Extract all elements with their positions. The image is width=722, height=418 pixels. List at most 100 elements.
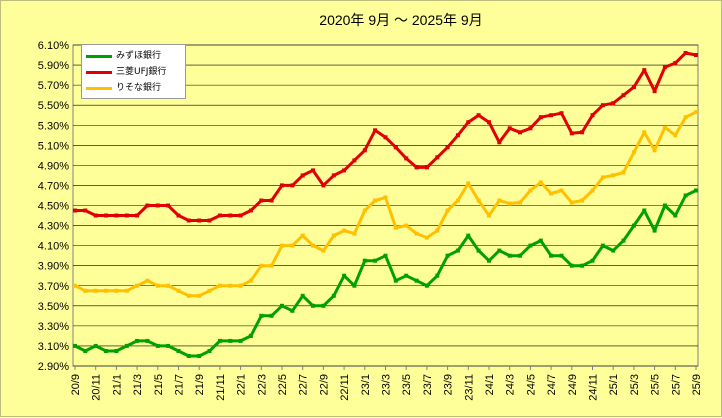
data-point: [673, 213, 678, 218]
data-point: [642, 130, 647, 135]
legend-label-resona: りそな銀行: [116, 83, 162, 93]
data-point: [694, 188, 698, 193]
data-point: [217, 338, 222, 343]
data-point: [590, 188, 595, 193]
data-point: [124, 343, 129, 348]
data-point: [652, 228, 657, 233]
data-point: [631, 223, 636, 228]
data-point: [507, 126, 512, 131]
x-tick-label: 22/3: [256, 374, 268, 395]
data-point: [352, 231, 357, 236]
data-point: [466, 233, 471, 238]
data-point: [238, 213, 243, 218]
data-point: [528, 126, 533, 131]
data-point: [435, 155, 440, 160]
data-point: [445, 208, 450, 213]
x-tick-label: 22/11: [339, 374, 351, 401]
data-point: [404, 273, 409, 278]
data-point: [373, 128, 378, 133]
series-lines: [73, 51, 698, 358]
data-point: [652, 89, 657, 94]
data-point: [176, 288, 181, 293]
x-axis-ticks: 20/9 20/11 21/1 21/3 21/5 21/7 21/9 21/11 22/1 22…: [70, 366, 703, 401]
data-point: [228, 338, 233, 343]
x-tick-label: 25/3: [629, 374, 641, 395]
x-tick-label: 25/9: [691, 374, 703, 395]
data-point: [580, 130, 585, 135]
data-point: [393, 145, 398, 150]
data-point: [487, 213, 491, 218]
data-point: [290, 243, 295, 248]
data-point: [694, 110, 698, 115]
data-point: [207, 349, 212, 353]
data-point: [186, 354, 191, 358]
data-point: [145, 203, 150, 208]
data-point: [259, 263, 264, 268]
data-point: [104, 213, 108, 218]
data-point: [114, 213, 119, 218]
data-point: [248, 278, 253, 283]
data-point: [455, 198, 460, 203]
data-point: [538, 180, 543, 185]
x-tick-label: 22/7: [298, 374, 310, 395]
data-point: [497, 248, 502, 253]
data-point: [155, 343, 160, 348]
data-point: [642, 68, 647, 73]
data-point: [83, 349, 88, 353]
data-point: [383, 195, 388, 200]
data-point: [538, 238, 543, 243]
data-point: [393, 225, 398, 230]
x-tick-label: 24/3: [505, 374, 517, 395]
data-point: [580, 198, 585, 203]
y-tick-label: 3.50%: [38, 301, 69, 313]
data-point: [311, 168, 315, 173]
data-point: [321, 303, 326, 308]
data-point: [580, 263, 585, 268]
series-1: [73, 51, 698, 223]
data-point: [445, 145, 450, 150]
data-point: [362, 208, 367, 213]
data-point: [104, 288, 108, 293]
data-point: [197, 354, 202, 358]
y-tick-label: 3.70%: [38, 281, 69, 293]
data-point: [455, 248, 460, 253]
data-point: [487, 120, 491, 125]
data-point: [280, 243, 284, 248]
data-point: [248, 333, 253, 338]
data-point: [694, 53, 698, 57]
data-point: [331, 233, 336, 238]
x-tick-label: 22/1: [236, 374, 248, 395]
data-point: [528, 243, 533, 248]
data-point: [83, 208, 88, 213]
data-point: [621, 170, 626, 175]
x-tick-label: 23/1: [360, 374, 372, 395]
y-tick-label: 4.30%: [38, 221, 69, 233]
data-point: [342, 168, 347, 173]
data-point: [197, 218, 202, 223]
data-point: [590, 113, 595, 118]
data-point: [487, 258, 491, 263]
data-point: [466, 120, 471, 125]
data-point: [673, 133, 678, 138]
x-tick-label: 24/5: [525, 374, 537, 395]
data-point: [135, 338, 140, 343]
data-point: [393, 278, 398, 283]
data-point: [549, 253, 554, 258]
data-point: [259, 198, 264, 203]
data-point: [311, 303, 315, 308]
data-point: [404, 223, 409, 228]
legend-swatch-mizuho: [86, 55, 112, 58]
data-point: [590, 258, 595, 263]
data-point: [342, 228, 347, 233]
data-point: [569, 263, 574, 268]
x-tick-label: 21/9: [194, 374, 206, 395]
data-point: [600, 175, 605, 180]
data-point: [518, 253, 522, 258]
data-point: [114, 288, 119, 293]
data-point: [476, 198, 481, 203]
data-point: [662, 65, 667, 70]
data-point: [673, 61, 678, 66]
data-point: [280, 303, 284, 308]
data-point: [662, 203, 667, 208]
